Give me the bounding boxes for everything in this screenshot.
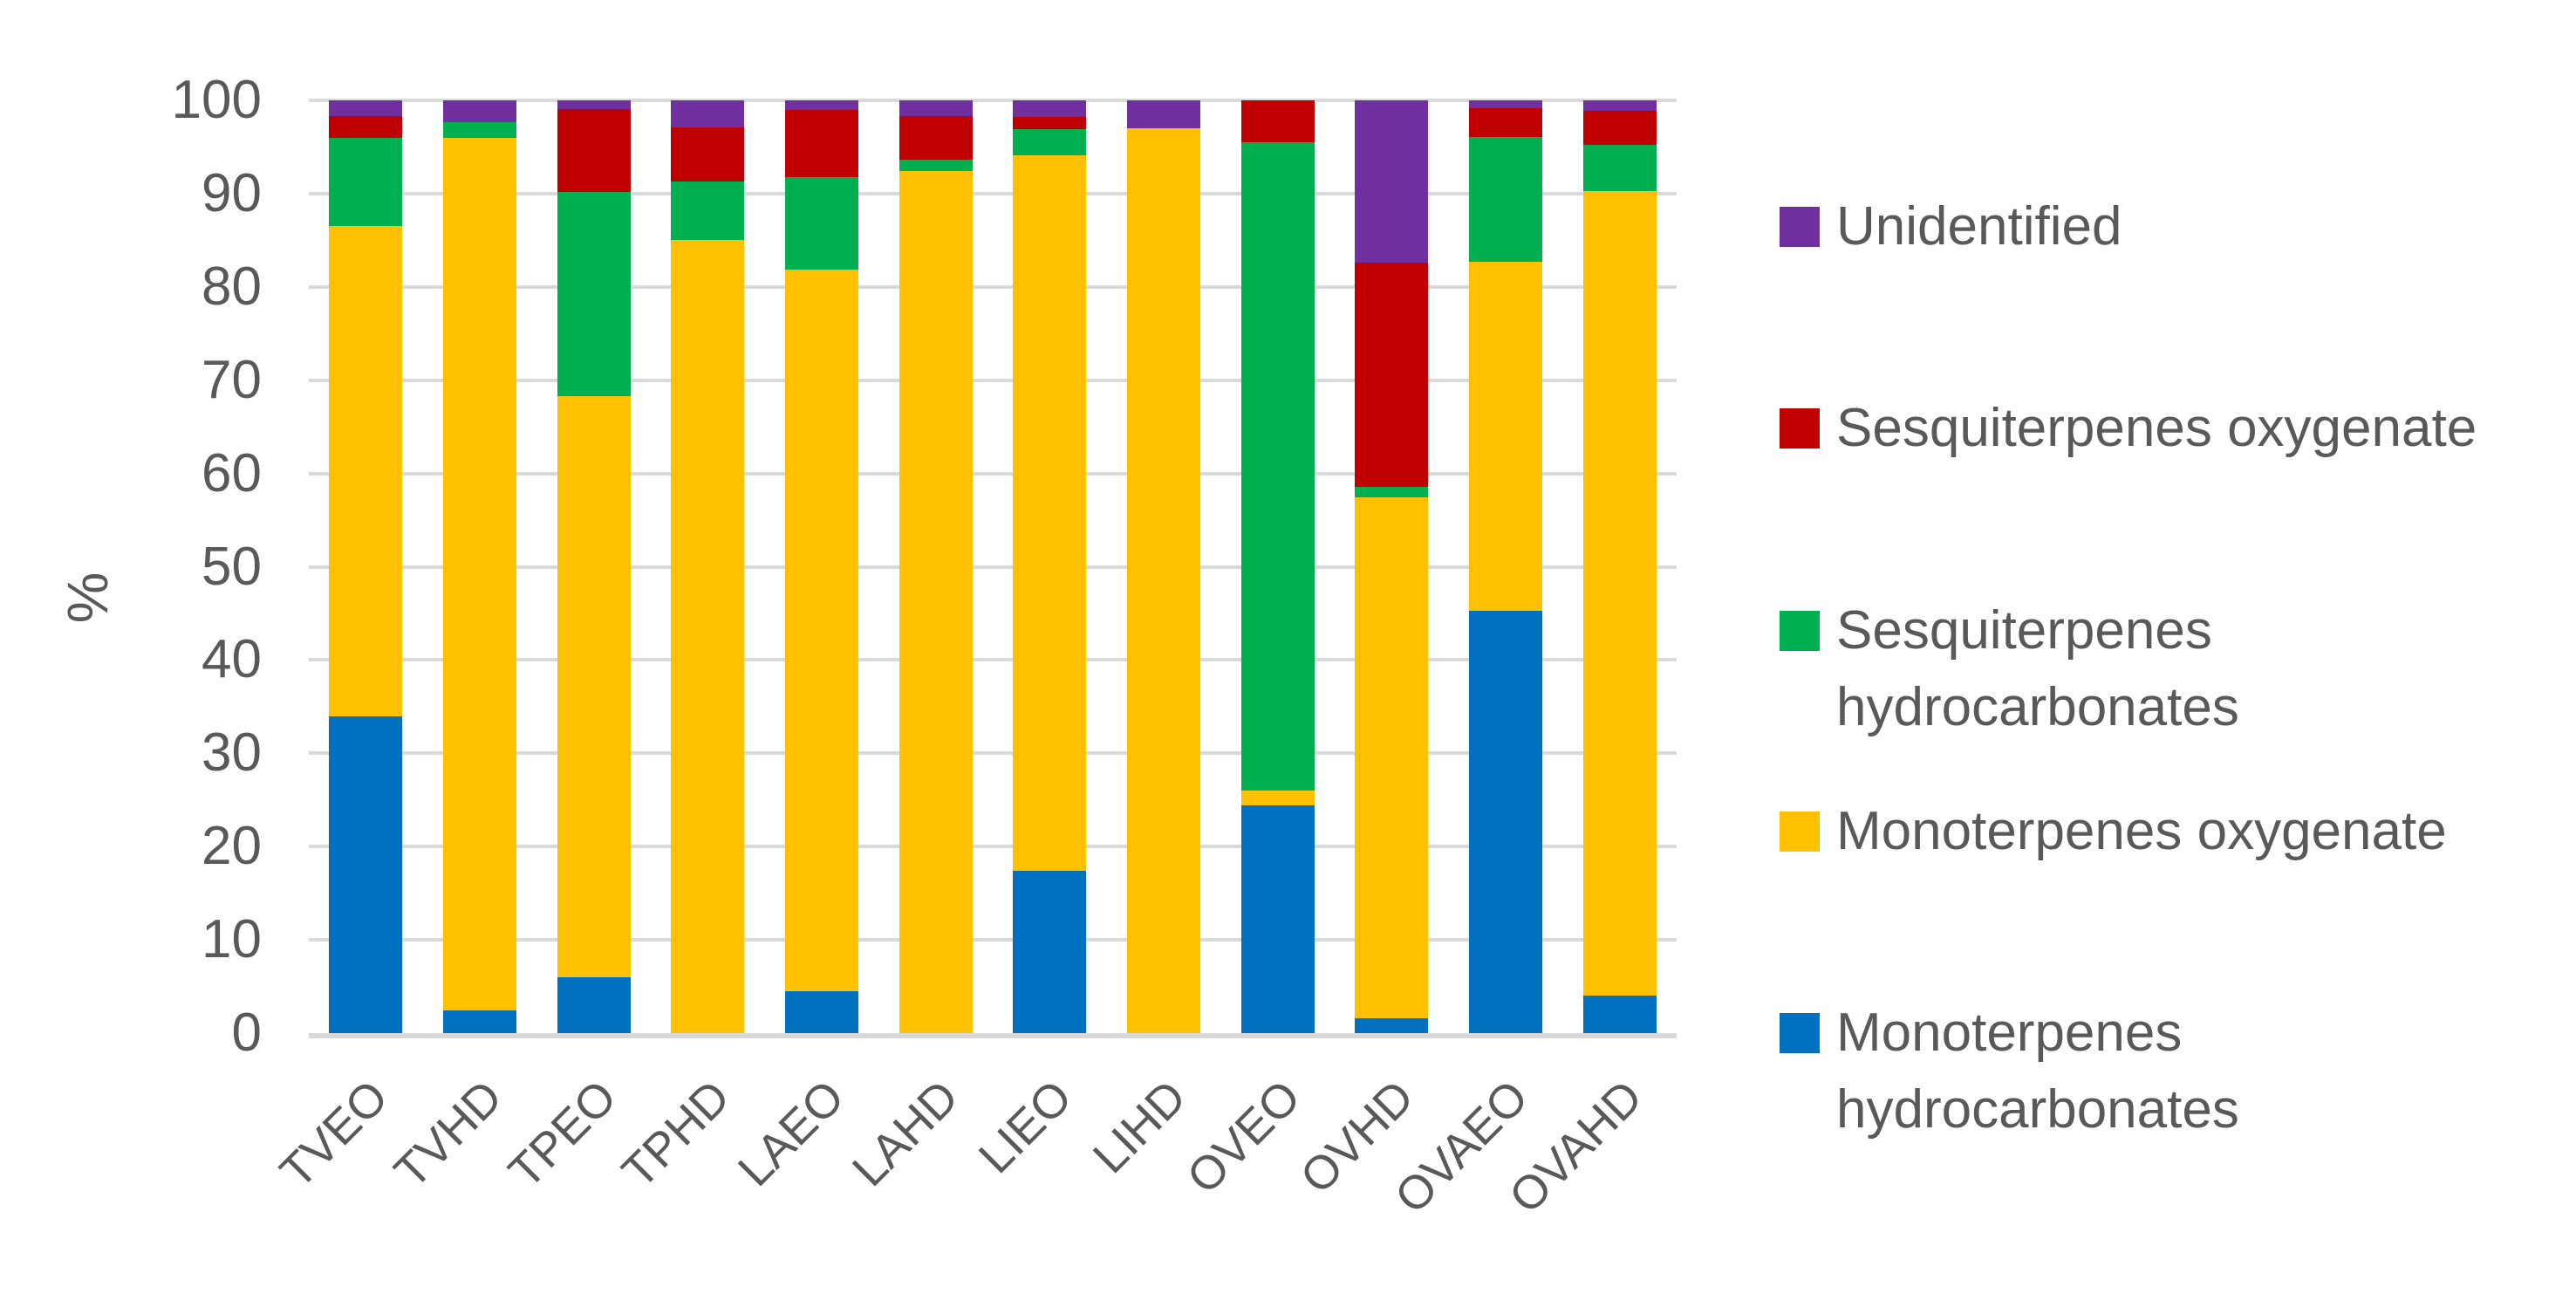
segment-unidentified: [1582, 100, 1657, 111]
bar-lieo: [1013, 100, 1087, 1033]
segment-unidentified: [329, 100, 403, 117]
segment-monoterpenes-oxygenate: [1582, 190, 1657, 996]
segment-sesquiterpenes-hydrocarbonates: [1013, 129, 1087, 156]
segment-sesquiterpenes-oxygenate: [557, 108, 631, 192]
segment-unidentified: [1469, 100, 1542, 108]
segment-unidentified: [1127, 100, 1200, 129]
legend-label: Sesquiterpenes oxygenate: [1836, 398, 2477, 458]
segment-sesquiterpenes-oxygenate: [1469, 107, 1542, 137]
segment-sesquiterpenes-hydrocarbonates: [1240, 142, 1315, 791]
segment-monoterpenes-oxygenate: [329, 226, 403, 716]
y-axis-tick-label: 90: [202, 162, 262, 223]
segment-monoterpenes-oxygenate: [1469, 261, 1542, 611]
bar-ovaeo: [1469, 100, 1542, 1033]
bar-laeo: [785, 100, 858, 1033]
y-axis-tick-label: 30: [202, 722, 262, 784]
segment-monoterpenes-oxygenate: [671, 240, 745, 1033]
segment-sesquiterpenes-oxygenate: [1355, 263, 1429, 487]
segment-sesquiterpenes-oxygenate: [1240, 100, 1315, 143]
segment-monoterpenes-oxygenate: [899, 171, 973, 1033]
segment-monoterpenes-oxygenate: [1240, 791, 1315, 806]
segment-sesquiterpenes-hydrocarbonates: [1469, 136, 1542, 262]
segment-sesquiterpenes-hydrocarbonates: [671, 181, 745, 241]
legend-swatch-icon: [1780, 811, 1820, 852]
gridline: [309, 378, 1677, 382]
gridline: [309, 191, 1677, 195]
segment-monoterpenes-oxygenate: [557, 395, 631, 977]
gridline: [309, 845, 1677, 849]
segment-monoterpenes-hydrocarbonates: [443, 1010, 516, 1033]
segment-monoterpenes-oxygenate: [785, 269, 858, 991]
segment-monoterpenes-oxygenate: [1355, 497, 1429, 1018]
segment-sesquiterpenes-hydrocarbonates: [1582, 145, 1657, 191]
bar-tpeo: [557, 100, 631, 1033]
legend-swatch-icon: [1780, 408, 1820, 449]
segment-sesquiterpenes-hydrocarbonates: [443, 121, 516, 138]
segment-sesquiterpenes-hydrocarbonates: [557, 191, 631, 396]
segment-unidentified: [557, 100, 631, 109]
legend-swatch-icon: [1780, 611, 1820, 651]
bar-ovahd: [1582, 100, 1657, 1033]
legend-label: Monoterpenes oxygenate: [1836, 801, 2447, 861]
legend-label: Monoterpenes hydrocarbonates: [1836, 1003, 2239, 1140]
gridline: [309, 565, 1677, 569]
bar-oveo: [1240, 100, 1315, 1033]
segment-monoterpenes-hydrocarbonates: [1469, 610, 1542, 1033]
segment-monoterpenes-oxygenate: [1127, 128, 1200, 1033]
segment-monoterpenes-oxygenate: [1013, 155, 1087, 871]
segment-monoterpenes-hydrocarbonates: [329, 716, 403, 1033]
segment-unidentified: [443, 100, 516, 122]
bar-ovhd: [1355, 100, 1429, 1033]
gridline: [309, 658, 1677, 662]
legend-label: Unidentified: [1836, 196, 2122, 257]
segment-sesquiterpenes-oxygenate: [1582, 110, 1657, 146]
segment-monoterpenes-hydrocarbonates: [557, 976, 631, 1033]
segment-sesquiterpenes-hydrocarbonates: [899, 160, 973, 172]
segment-unidentified: [785, 100, 858, 110]
segment-sesquiterpenes-hydrocarbonates: [329, 137, 403, 227]
segment-unidentified: [1355, 100, 1429, 264]
y-axis-tick-label: 70: [202, 349, 262, 410]
legend-swatch-icon: [1780, 207, 1820, 247]
bar-tvhd: [443, 100, 516, 1033]
gridline: [309, 471, 1677, 476]
bar-lihd: [1127, 100, 1200, 1033]
segment-unidentified: [671, 100, 745, 128]
y-axis-tick-label: 40: [202, 629, 262, 690]
segment-unidentified: [1013, 100, 1087, 118]
legend-swatch-icon: [1780, 1013, 1820, 1053]
y-axis-tick-label: 100: [171, 70, 262, 130]
y-axis-tick-label: 80: [202, 256, 262, 317]
y-axis-tick-label: 0: [231, 1003, 262, 1063]
segment-monoterpenes-oxygenate: [443, 137, 516, 1011]
y-axis-tick-label: 10: [202, 909, 262, 970]
bar-tveo: [329, 100, 403, 1033]
segment-sesquiterpenes-oxygenate: [329, 116, 403, 138]
segment-monoterpenes-hydrocarbonates: [1355, 1017, 1429, 1033]
gridline: [309, 284, 1677, 289]
segment-sesquiterpenes-hydrocarbonates: [785, 176, 858, 270]
x-axis-line: [309, 1033, 1677, 1038]
segment-monoterpenes-hydrocarbonates: [1240, 805, 1315, 1033]
segment-unidentified: [899, 100, 973, 117]
y-axis-tick-label: 50: [202, 536, 262, 597]
bar-tphd: [671, 100, 745, 1033]
segment-monoterpenes-hydrocarbonates: [1013, 871, 1087, 1033]
segment-sesquiterpenes-hydrocarbonates: [1355, 486, 1429, 498]
segment-monoterpenes-hydrocarbonates: [1582, 996, 1657, 1033]
segment-sesquiterpenes-oxygenate: [899, 116, 973, 161]
y-axis-tick-label: 60: [202, 442, 262, 503]
gridline: [309, 751, 1677, 756]
bar-lahd: [899, 100, 973, 1033]
y-axis-tick-label: 20: [202, 816, 262, 877]
segment-sesquiterpenes-oxygenate: [1013, 117, 1087, 130]
gridline: [309, 99, 1677, 102]
gridline: [309, 938, 1677, 942]
legend-label: Sesquiterpenes hydrocarbonates: [1836, 600, 2239, 737]
segment-monoterpenes-hydrocarbonates: [785, 990, 858, 1033]
segment-sesquiterpenes-oxygenate: [671, 127, 745, 182]
segment-sesquiterpenes-oxygenate: [785, 109, 858, 177]
